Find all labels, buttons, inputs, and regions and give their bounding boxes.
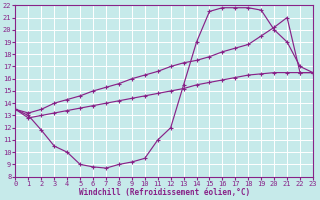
- X-axis label: Windchill (Refroidissement éolien,°C): Windchill (Refroidissement éolien,°C): [79, 188, 250, 197]
